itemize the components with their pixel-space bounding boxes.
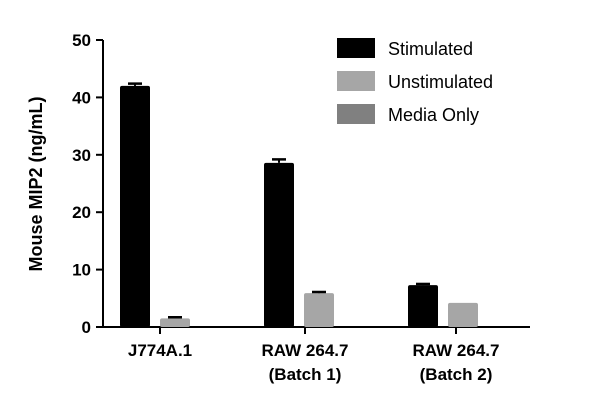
bar-unstimulated bbox=[160, 318, 190, 327]
x-tick-label: (Batch 2) bbox=[420, 365, 493, 384]
bar-stimulated bbox=[408, 285, 438, 327]
legend-label: Stimulated bbox=[388, 39, 473, 59]
legend-label: Unstimulated bbox=[388, 72, 493, 92]
y-tick-label: 50 bbox=[72, 31, 91, 50]
bar-stimulated bbox=[120, 85, 150, 327]
x-tick-label: RAW 264.7 bbox=[262, 341, 349, 360]
y-tick-label: 40 bbox=[72, 88, 91, 107]
x-tick-label: J774A.1 bbox=[128, 341, 192, 360]
legend-swatch bbox=[337, 38, 375, 58]
legend-swatch bbox=[337, 104, 375, 124]
bar-unstimulated bbox=[448, 302, 478, 327]
axes: 0 10 20 30 40 50 J774A.1 RAW 264.7 (Batch 1) RAW … bbox=[72, 31, 530, 384]
x-tick-label: (Batch 1) bbox=[269, 365, 342, 384]
y-tick-label: 30 bbox=[72, 146, 91, 165]
bar-stimulated bbox=[264, 162, 294, 327]
y-tick-label: 20 bbox=[72, 203, 91, 222]
x-tick-label: RAW 264.7 bbox=[413, 341, 500, 360]
legend-label: Media Only bbox=[388, 105, 479, 125]
bars bbox=[120, 82, 478, 327]
y-axis-label: Mouse MIP2 (ng/mL) bbox=[26, 96, 46, 271]
y-tick-label: 0 bbox=[82, 318, 91, 337]
legend: Stimulated Unstimulated Media Only bbox=[337, 38, 493, 125]
legend-swatch bbox=[337, 71, 375, 91]
bar-unstimulated bbox=[304, 293, 334, 327]
y-tick-label: 10 bbox=[72, 261, 91, 280]
